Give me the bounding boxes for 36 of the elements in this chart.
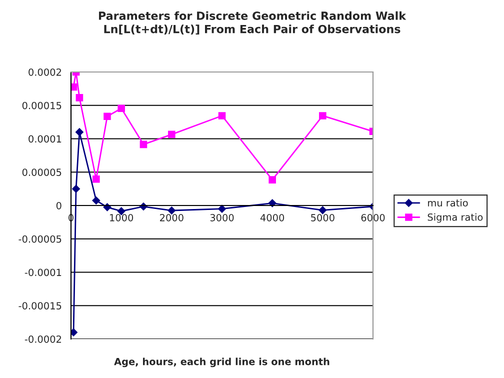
point xyxy=(92,175,100,183)
y-tick-label: 0.00005 xyxy=(22,168,62,176)
point xyxy=(92,196,100,204)
x-tick-label: 5000 xyxy=(311,214,334,222)
point xyxy=(319,112,326,120)
point xyxy=(168,130,176,138)
point xyxy=(118,104,125,112)
x-tick-label: 3000 xyxy=(210,214,234,222)
point xyxy=(76,128,84,136)
y-tick-label: -0.0001 xyxy=(24,268,62,276)
y-tick-label: 0 xyxy=(56,202,62,210)
x-tick-label: 2000 xyxy=(160,214,184,222)
chart-title: Parameters for Discrete Geometric Random Walk Ln[L(t+dt)/L(t)] From Each Pair of Observations xyxy=(99,11,406,35)
y-tick-label: 0.00015 xyxy=(22,102,62,110)
legend-label: Sigma ratio xyxy=(428,213,483,223)
point xyxy=(140,140,148,148)
point xyxy=(103,203,112,212)
y-tick-label: -0.0002 xyxy=(24,335,61,343)
x-tick-label: 4000 xyxy=(260,214,284,222)
x-axis-title: Age, hours, each grid line is one month xyxy=(114,358,330,368)
point xyxy=(76,94,84,102)
point xyxy=(218,204,226,213)
x-tick-label: 1000 xyxy=(110,214,134,222)
point xyxy=(168,206,176,214)
point xyxy=(72,184,80,193)
y-tick-label: -0.00015 xyxy=(18,302,62,310)
point xyxy=(318,206,327,214)
point xyxy=(268,176,276,184)
point xyxy=(218,112,226,120)
y-tick-label: 0.0002 xyxy=(28,68,61,76)
x-tick-label: 6000 xyxy=(361,214,385,222)
y-tick-label: 0.0001 xyxy=(28,135,62,143)
point xyxy=(268,199,276,208)
point xyxy=(104,112,111,120)
legend-label: mu ratio xyxy=(428,199,468,207)
y-tick-label: -0.00005 xyxy=(18,235,62,243)
